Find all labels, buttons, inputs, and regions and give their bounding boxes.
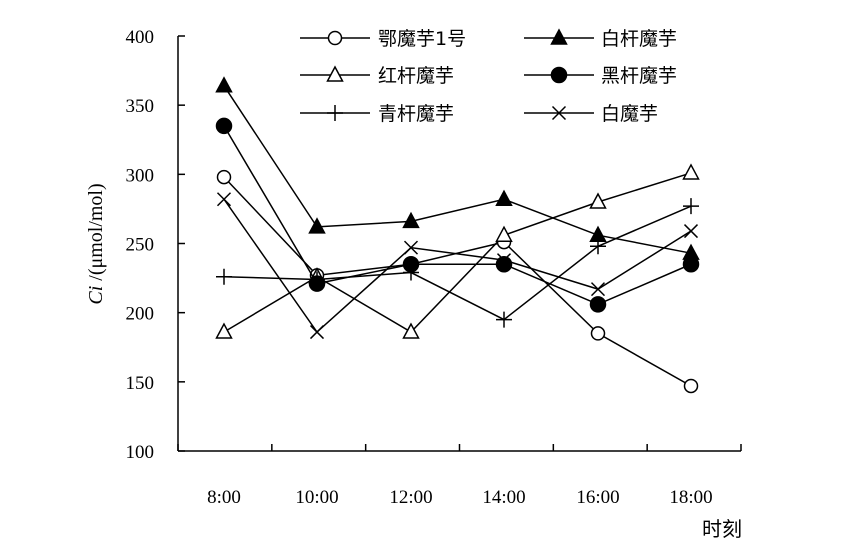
legend-item: 白魔芋	[524, 103, 658, 125]
data-point	[683, 198, 699, 215]
series-5	[216, 198, 699, 328]
legend-marker	[550, 66, 568, 84]
x-tick-label: 8:00	[207, 487, 241, 508]
x-tick-label: 16:00	[576, 487, 619, 508]
legend-label: 鄂魔芋1号	[378, 28, 466, 50]
y-tick-label: 250	[126, 235, 155, 256]
y-tick-label: 200	[126, 304, 155, 325]
data-point	[309, 271, 325, 288]
data-point	[683, 224, 699, 239]
data-point	[215, 117, 233, 135]
x-tick-label: 18:00	[669, 487, 712, 508]
legend-marker	[326, 65, 344, 82]
data-point	[589, 192, 607, 209]
data-point	[495, 225, 513, 242]
data-point	[309, 325, 325, 340]
series-line	[223, 172, 692, 333]
data-point	[590, 326, 606, 341]
x-tick-label: 14:00	[482, 487, 525, 508]
y-axis-title-unit: /(μmol/mol)	[85, 183, 107, 285]
data-point	[682, 256, 700, 273]
series-line	[223, 85, 692, 254]
x-tick-label: 10:00	[295, 487, 338, 508]
y-tick-label: 150	[126, 373, 155, 394]
data-point	[216, 268, 232, 285]
data-point	[495, 189, 513, 206]
data-point	[216, 169, 232, 185]
y-tick-label: 400	[126, 27, 155, 48]
series-line	[223, 205, 692, 321]
legend-item: 红杆魔芋	[300, 65, 454, 87]
data-point	[402, 322, 420, 339]
data-point	[496, 311, 512, 328]
legend-label: 白魔芋	[601, 103, 658, 125]
legend-label: 红杆魔芋	[378, 65, 454, 87]
y-tick-label: 100	[126, 442, 155, 463]
data-point	[496, 253, 512, 268]
data-point	[402, 211, 420, 229]
legend-label: 白杆魔芋	[601, 28, 677, 50]
legend-label: 黑杆魔芋	[601, 65, 677, 87]
legend-item: 黑杆魔芋	[524, 65, 677, 87]
y-tick-label: 350	[126, 96, 155, 117]
data-point	[683, 378, 699, 394]
series-6	[216, 192, 699, 340]
x-ticks: 8:00 10:00 12:00 14:00 16:00 18:00	[177, 444, 742, 508]
data-point	[590, 282, 606, 297]
data-point	[308, 217, 326, 234]
series-3	[215, 163, 700, 339]
x-tick-label: 12:00	[389, 487, 432, 508]
series-line	[223, 198, 692, 334]
legend-marker	[327, 30, 343, 46]
y-ticks: 100 150 200 250 300 350 400	[126, 27, 185, 463]
data-point	[682, 163, 700, 180]
legend-marker	[550, 28, 568, 45]
data-point	[215, 76, 233, 93]
series-line	[223, 125, 692, 306]
legend-marker	[327, 105, 343, 121]
data-point	[216, 192, 232, 207]
legend-marker	[551, 105, 567, 121]
series-layer	[215, 76, 700, 394]
y-axis-title: Ci /(μmol/mol)	[85, 183, 107, 304]
axes	[177, 36, 741, 452]
legend-item: 鄂魔芋1号	[300, 28, 466, 50]
series-2	[215, 76, 700, 260]
data-point	[403, 240, 419, 255]
legend-label: 青杆魔芋	[378, 103, 454, 125]
series-line	[223, 176, 692, 387]
data-point	[403, 264, 419, 281]
data-point	[590, 238, 606, 255]
y-axis-title-symbol: Ci	[85, 286, 107, 305]
series-1	[216, 169, 699, 394]
legend-item: 青杆魔芋	[300, 103, 454, 125]
y-tick-label: 300	[126, 165, 155, 186]
x-axis-title: 时刻	[702, 518, 742, 541]
data-point	[215, 322, 233, 339]
legend-item: 白杆魔芋	[524, 28, 677, 50]
data-point	[589, 296, 607, 313]
